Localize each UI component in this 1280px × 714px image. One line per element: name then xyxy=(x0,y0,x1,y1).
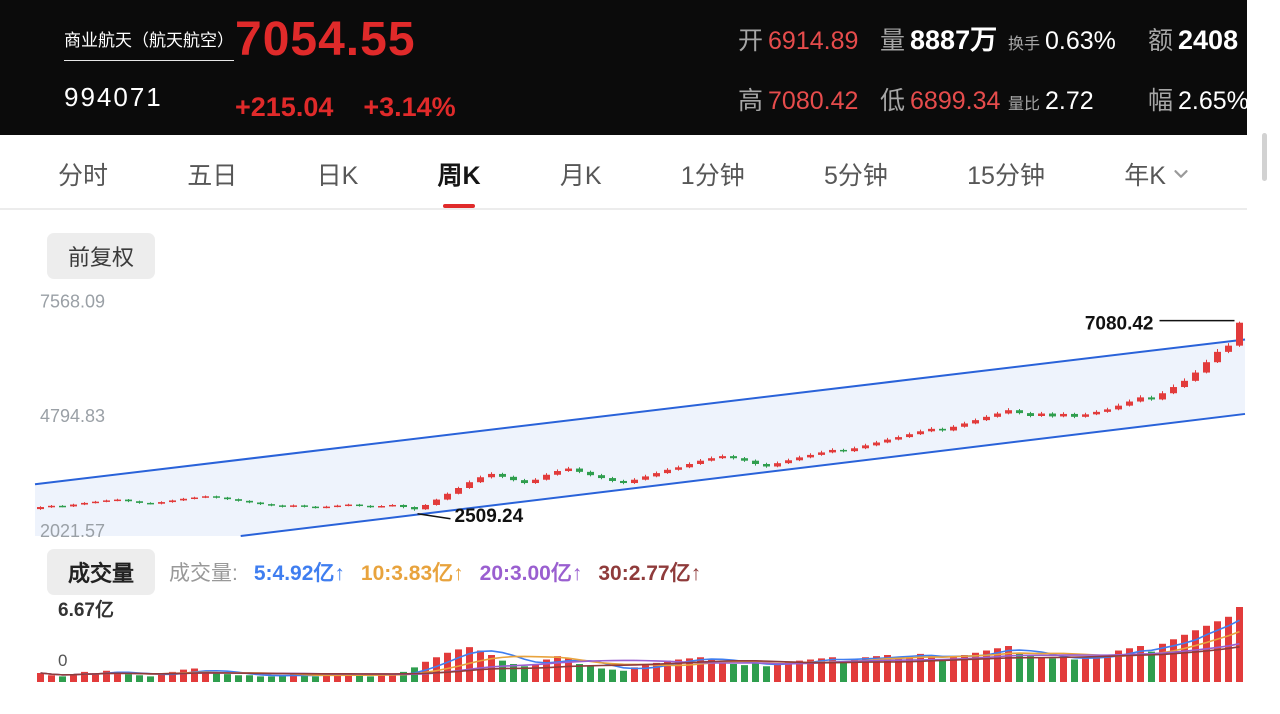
volume-svg: 6.67亿 0 xyxy=(37,598,1243,682)
last-price: 7054.55 xyxy=(235,13,416,66)
stock-code: 994071 xyxy=(64,82,163,112)
quote-header: 商业航天（航天航空） 994071 7054.55 +215.04 +3.14%… xyxy=(0,0,1280,135)
svg-text:0: 0 xyxy=(58,651,67,670)
stat-open-value: 6914.89 xyxy=(768,27,859,55)
quote-stats: 开 6914.89 量 8887万 换手 0.63% 额 2408 高 7080.42 低… xyxy=(738,0,1280,135)
adjust-mode-row: 前复权 xyxy=(47,233,156,279)
quote-stats-row-2: 高 7080.42 低 6899.34 量比 2.72 幅 2.65% xyxy=(738,81,1280,117)
stat-turnover-label: 换手 xyxy=(1008,36,1041,53)
quote-stats-row-1: 开 6914.89 量 8887万 换手 0.63% 额 2408 xyxy=(738,18,1280,57)
tab-daily-k[interactable]: 日K xyxy=(316,161,359,190)
right-gutter xyxy=(1247,0,1280,714)
volume-ma10-legend: 10:3.83亿↑ xyxy=(360,562,464,585)
stat-high-value: 7080.42 xyxy=(768,87,859,115)
svg-text:7080.42: 7080.42 xyxy=(1085,314,1154,335)
volume-ma5-legend: 5:4.92亿↑ xyxy=(253,562,345,585)
stat-volume-ratio-label: 量比 xyxy=(1008,96,1041,113)
stat-low-value: 6899.34 xyxy=(910,87,1001,115)
forward-adjust-button[interactable]: 前复权 xyxy=(47,233,156,279)
stat-turnover: 换手 0.63% xyxy=(1008,27,1148,56)
price-change-percent: +3.14% xyxy=(363,92,456,122)
tab-5min[interactable]: 5分钟 xyxy=(823,161,888,190)
stat-high: 高 7080.42 xyxy=(738,81,880,117)
tab-15min[interactable]: 15分钟 xyxy=(967,161,1045,190)
stat-amplitude: 幅 2.65% xyxy=(1148,81,1280,117)
stat-volume-ratio-value: 2.72 xyxy=(1045,87,1094,115)
svg-text:7568.09: 7568.09 xyxy=(40,291,105,311)
tab-monthly-k[interactable]: 月K xyxy=(559,161,602,190)
stock-name: 商业航天（航天航空） xyxy=(64,26,234,61)
svg-text:6.67亿: 6.67亿 xyxy=(58,598,114,621)
stat-amount: 额 2408 xyxy=(1148,21,1280,57)
stat-amplitude-value: 2.65% xyxy=(1178,87,1249,115)
stat-volume-ratio: 量比 2.72 xyxy=(1008,87,1148,116)
stat-open: 开 6914.89 xyxy=(738,21,880,57)
stat-amplitude-label: 幅 xyxy=(1148,87,1174,115)
volume-ma30-legend: 30:2.77亿↑ xyxy=(598,562,702,585)
weekly-kline-chart[interactable]: 7568.09 4794.83 2021.57 7080.42 2509.24 xyxy=(0,278,1280,548)
chevron-down-icon xyxy=(1174,169,1188,178)
tab-time-sharing[interactable]: 分时 xyxy=(58,161,109,190)
scrollbar-thumb[interactable] xyxy=(1262,133,1267,181)
stat-amount-value: 2408 xyxy=(1178,25,1239,55)
volume-panel-header: 成交量 成交量: 5:4.92亿↑ 10:3.83亿↑ 20:3.00亿↑ 30… xyxy=(47,549,701,595)
svg-text:4794.83: 4794.83 xyxy=(40,406,105,426)
kline-svg: 7568.09 4794.83 2021.57 7080.42 2509.24 xyxy=(34,291,1246,541)
volume-chart[interactable]: 6.67亿 0 xyxy=(0,594,1280,689)
price-change: +215.04 xyxy=(235,92,334,122)
svg-text:2509.24: 2509.24 xyxy=(455,506,524,527)
stat-open-label: 开 xyxy=(738,27,764,55)
svg-text:2021.57: 2021.57 xyxy=(40,521,105,541)
stat-amount-label: 额 xyxy=(1148,27,1174,55)
volume-ma-legend: 成交量: 5:4.92亿↑ 10:3.83亿↑ 20:3.00亿↑ 30:2.7… xyxy=(169,557,701,587)
volume-legend-prefix: 成交量: xyxy=(169,562,238,585)
stat-high-label: 高 xyxy=(738,87,764,115)
volume-ma20-legend: 20:3.00亿↑ xyxy=(479,562,583,585)
stat-volume-label: 量 xyxy=(880,27,906,55)
period-tabbar: 分时 五日 日K 周K 月K 1分钟 5分钟 15分钟 年K xyxy=(0,143,1247,210)
stat-volume: 量 8887万 xyxy=(880,18,1008,57)
tab-yearly-k[interactable]: 年K xyxy=(1124,156,1192,196)
stat-volume-value: 8887万 xyxy=(910,25,998,55)
stat-turnover-value: 0.63% xyxy=(1045,27,1116,55)
tab-weekly-k[interactable]: 周K xyxy=(438,156,481,208)
stat-low-label: 低 xyxy=(880,87,906,115)
tab-five-day[interactable]: 五日 xyxy=(187,161,238,190)
tab-1min[interactable]: 1分钟 xyxy=(680,161,745,190)
active-tab-underline xyxy=(443,203,476,208)
price-change-row: +215.04 +3.14% xyxy=(235,92,456,123)
stat-low: 低 6899.34 xyxy=(880,81,1008,117)
volume-indicator-button[interactable]: 成交量 xyxy=(47,549,156,595)
